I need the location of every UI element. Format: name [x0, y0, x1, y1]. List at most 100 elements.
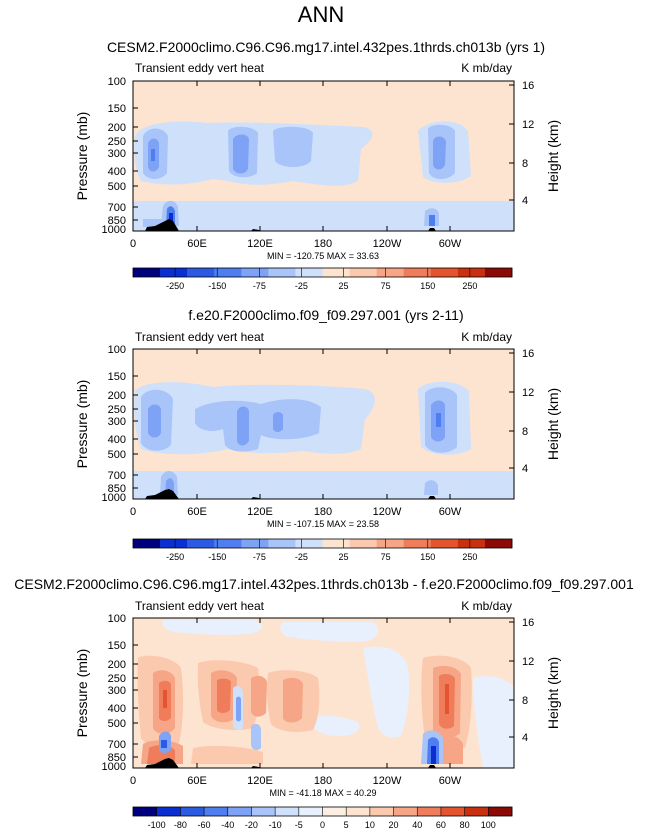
left-axis-ticks [132, 617, 514, 768]
panel-1-right-label: K mb/day [461, 61, 512, 75]
y-right-tick-label: 4 [522, 732, 528, 744]
y-tick-label: 300 [108, 148, 126, 160]
y-tick-label: 300 [108, 685, 126, 697]
colorbar-label: 150 [420, 281, 435, 291]
colorbar-swatch [346, 807, 371, 816]
colorbar-label: -20 [245, 820, 258, 830]
colorbar-swatch [241, 268, 269, 277]
colorbar-swatch [295, 539, 323, 548]
y-right-tick-label: 12 [522, 119, 534, 131]
colorbar-swatch [349, 539, 377, 548]
colorbar-frame [132, 538, 513, 549]
colorbar-label: -25 [295, 552, 308, 562]
colorbar-label: -80 [174, 820, 187, 830]
x-tick-label: 60E [187, 506, 207, 518]
y-axis-label: Pressure (mb) [74, 112, 90, 201]
y-right-tick-label: 16 [522, 617, 534, 629]
colorbar-swatch [403, 268, 432, 277]
colorbar-label: -250 [166, 281, 184, 291]
y-right-tick-label: 4 [522, 195, 528, 207]
colorbar-swatch [484, 539, 513, 548]
x-tick-label: 0 [130, 506, 136, 518]
y-axis-label-right: Height (km) [545, 657, 561, 729]
colorbar-label: 25 [339, 281, 349, 291]
panel-1-stats: MIN = -120.75 MAX = 33.63 [267, 251, 379, 261]
colorbar-label: -5 [295, 820, 303, 830]
y-tick-label: 400 [108, 434, 126, 446]
x-tick-label: 60E [187, 238, 207, 250]
panel-3-right-label: K mb/day [461, 599, 512, 613]
left-axis-ticks [132, 80, 514, 231]
colorbar-swatch [417, 807, 442, 816]
colorbar-swatch [369, 807, 394, 816]
colorbar-swatch [214, 268, 242, 277]
colorbar-swatch [251, 807, 276, 816]
terrain-mask [145, 219, 436, 231]
colorbar-label: 10 [365, 820, 375, 830]
colorbar-swatch [275, 807, 300, 816]
colorbar-label: -250 [166, 552, 184, 562]
y-tick-label: 700 [108, 739, 126, 751]
panel-2-stats: MIN = -107.15 MAX = 23.58 [267, 519, 379, 529]
colorbar-label: -75 [253, 281, 266, 291]
colorbar-swatch [457, 268, 486, 277]
colorbar-label: -10 [269, 820, 282, 830]
panel-2-right-label: K mb/day [461, 330, 512, 344]
x-tick-label: 60W [439, 238, 462, 250]
page-title: ANN [298, 2, 344, 27]
x-tick-label: 60W [439, 506, 462, 518]
x-tick-label: 180 [314, 775, 332, 787]
panel-1: CESM2.F2000climo.C96.C96.mg17.intel.432p… [74, 39, 561, 291]
y-tick-label: 700 [108, 470, 126, 482]
colorbar-swatch [464, 807, 489, 816]
y-tick-label: 1000 [102, 224, 126, 236]
x-tick-label: 0 [130, 775, 136, 787]
y-tick-label: 700 [108, 202, 126, 214]
colorbar-frame [132, 267, 513, 278]
terrain-mask [145, 489, 436, 499]
y-tick-label: 500 [108, 718, 126, 730]
y-tick-label: 250 [108, 673, 126, 685]
y-tick-label: 250 [108, 136, 126, 148]
y-tick-label: 850 [108, 483, 126, 495]
y-tick-label: 850 [108, 215, 126, 227]
colorbar-swatch [204, 807, 229, 816]
colorbar-swatch [295, 268, 323, 277]
y-tick-label: 200 [108, 659, 126, 671]
colorbar-label: -40 [221, 820, 234, 830]
colorbar-label: 0 [320, 820, 325, 830]
y-right-tick-label: 16 [522, 348, 534, 360]
colorbar-label: 75 [381, 552, 391, 562]
y-tick-label: 850 [108, 752, 126, 764]
panel-3-stats: MIN = -41.18 MAX = 40.29 [269, 788, 376, 798]
colorbar-3: -100 -80 -60 -40 -20 -10 -5 0 5 10 20 40 60 80 100 [132, 806, 513, 830]
colorbar-swatch [322, 807, 347, 816]
y-right-tick-label: 12 [522, 387, 534, 399]
colorbar-swatch [187, 539, 215, 548]
y-tick-label: 200 [108, 390, 126, 402]
y-tick-label: 100 [108, 613, 126, 625]
x-tick-label: 120W [373, 238, 402, 250]
y-right-tick-label: 16 [522, 80, 534, 92]
colorbar-swatch [457, 539, 486, 548]
colorbar-swatch [268, 268, 296, 277]
colorbar-label: 75 [381, 281, 391, 291]
colorbar-swatch [160, 539, 188, 548]
colorbar-label: 40 [412, 820, 422, 830]
colorbar-label: -100 [148, 820, 166, 830]
colorbar-swatch [160, 268, 188, 277]
colorbar-label: 25 [339, 552, 349, 562]
x-tick-label: 180 [314, 238, 332, 250]
colorbar-swatch [227, 807, 252, 816]
y-right-tick-label: 8 [522, 426, 528, 438]
colorbar-label: 100 [481, 820, 496, 830]
colorbar-1: -250 -150 -75 -25 25 75 150 250 [132, 267, 513, 291]
x-tick-label: 120W [373, 506, 402, 518]
colorbar-label: -150 [208, 281, 226, 291]
colorbar-swatch [180, 807, 205, 816]
panel-3-title: CESM2.F2000climo.C96.C96.mg17.intel.432p… [14, 576, 634, 592]
y-right-tick-label: 8 [522, 158, 528, 170]
panel-1-left-label: Transient eddy vert heat [135, 61, 265, 75]
colorbar-label: 250 [462, 281, 477, 291]
